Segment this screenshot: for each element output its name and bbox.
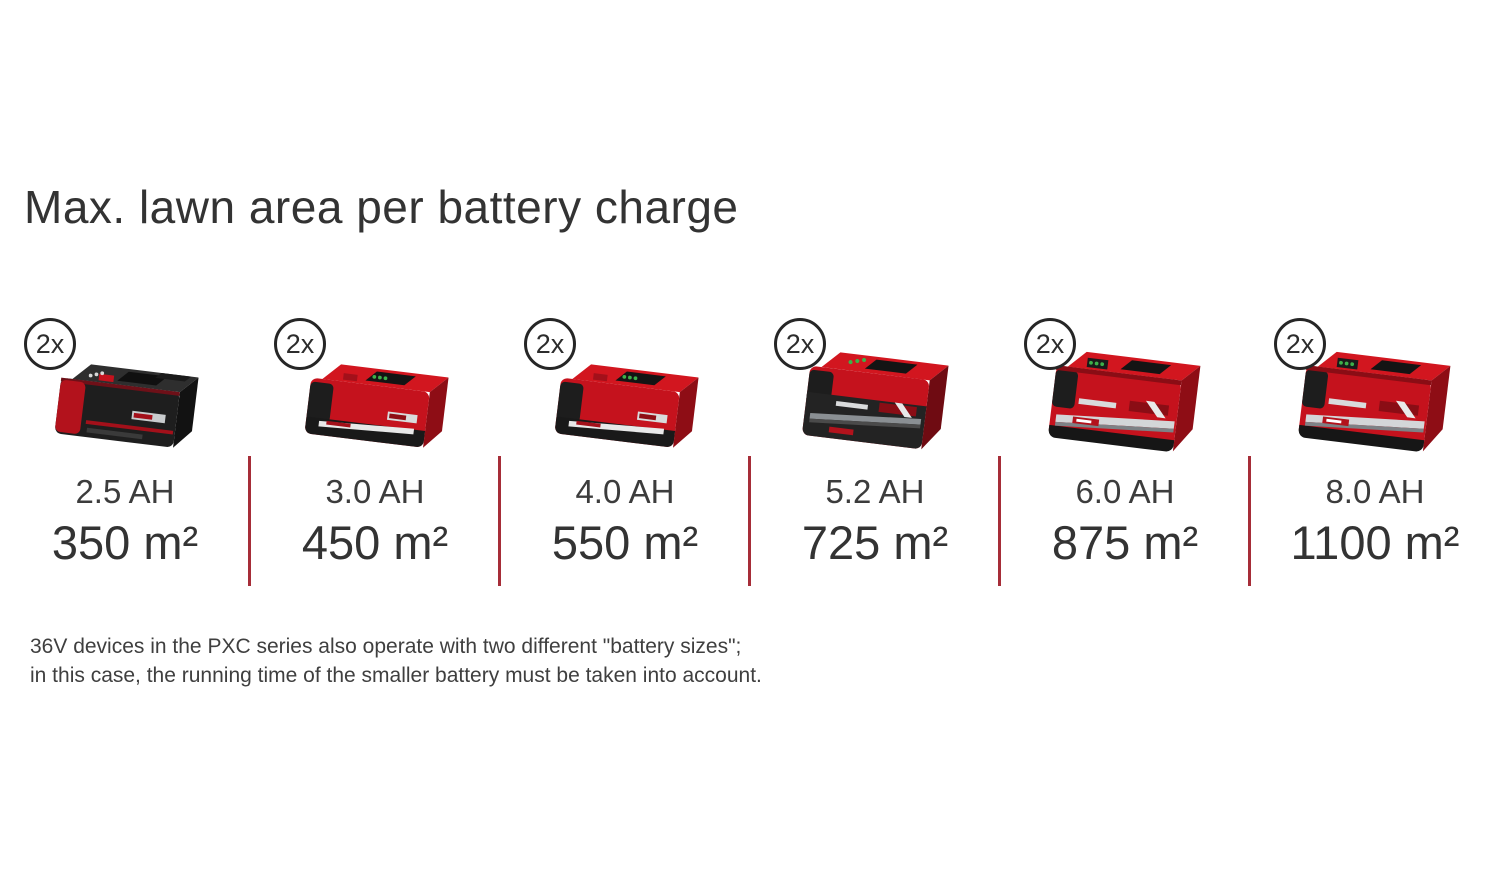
lawn-area-label: 550 m² xyxy=(551,516,699,569)
battery-photo-icon xyxy=(555,364,699,448)
capacity-label: 6.0 AH xyxy=(1075,473,1175,510)
battery-photo-icon xyxy=(1048,351,1201,452)
battery-photo-icon xyxy=(1298,351,1451,452)
page-title: Max. lawn area per battery charge xyxy=(24,181,739,233)
battery-photo-icon xyxy=(305,364,449,448)
quantity-badge: 2x xyxy=(274,318,326,370)
battery-4-0ah-photo xyxy=(500,318,750,464)
quantity-badge: 2x xyxy=(1024,318,1076,370)
lawn-area-label: 350 m² xyxy=(51,516,199,569)
quantity-badge: 2x xyxy=(1274,318,1326,370)
capacity-label: 3.0 AH xyxy=(325,473,425,510)
lawn-area-label: 450 m² xyxy=(301,516,449,569)
battery-photo-icon xyxy=(802,352,949,450)
capacity-label: 4.0 AH xyxy=(575,473,675,510)
battery-2-5ah-photo xyxy=(0,318,250,464)
footnote-line-2: in this case, the running time of the sm… xyxy=(30,664,762,687)
battery-option-column: 2x 4.0 AH 550 m² xyxy=(500,318,751,588)
battery-option-column: 2x 5.2 AH 725 m² xyxy=(750,318,1001,588)
capacity-label: 8.0 AH xyxy=(1325,473,1425,510)
battery-option-column: 2x 8.0 AH 1100 m² xyxy=(1250,318,1500,588)
battery-option-column: 2x 3.0 AH 450 m² xyxy=(250,318,501,588)
capacity-label: 5.2 AH xyxy=(825,473,925,510)
battery-5-2ah-photo xyxy=(750,318,1000,464)
lawn-area-label: 1100 m² xyxy=(1290,516,1460,569)
footnote: 36V devices in the PXC series also opera… xyxy=(30,632,762,690)
footnote-line-1: 36V devices in the PXC series also opera… xyxy=(30,635,742,658)
battery-option-column: 2x 2.5 AH 350 m² xyxy=(0,318,251,588)
quantity-badge: 2x xyxy=(24,318,76,370)
battery-8-0ah-photo xyxy=(1250,318,1500,464)
quantity-badge: 2x xyxy=(524,318,576,370)
lawn-area-label: 875 m² xyxy=(1051,516,1199,569)
battery-columns-row: 2x 2.5 AH 350 m² 2x xyxy=(0,318,1500,588)
battery-6-0ah-photo xyxy=(1000,318,1250,464)
battery-option-column: 2x 6.0 AH 875 m² xyxy=(1000,318,1251,588)
battery-3-0ah-photo xyxy=(250,318,500,464)
battery-photo-icon xyxy=(55,364,199,448)
quantity-badge: 2x xyxy=(774,318,826,370)
lawn-area-label: 725 m² xyxy=(801,516,949,569)
capacity-label: 2.5 AH xyxy=(75,473,175,510)
